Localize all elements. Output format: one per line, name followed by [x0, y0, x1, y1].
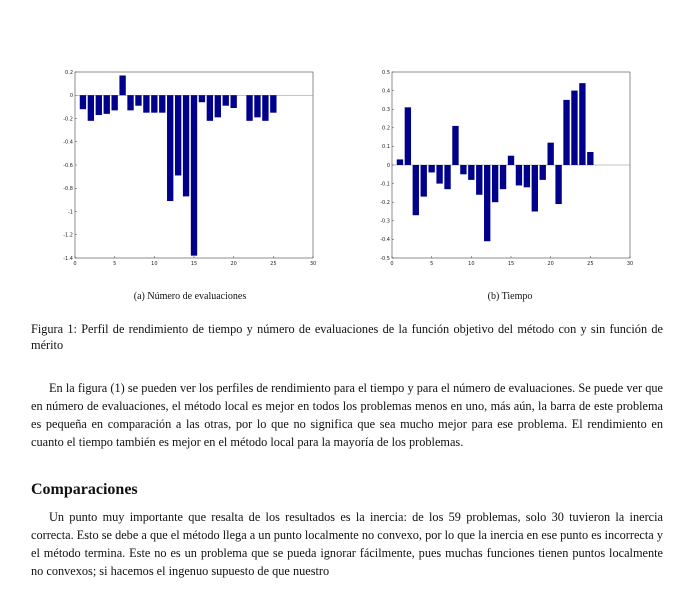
paragraph-2: Un punto muy importante que resalta de l…: [31, 510, 663, 578]
chart-a-bar-15: [190, 95, 198, 256]
chart-b-bar-13: [491, 165, 499, 203]
chart-a-bar-5: [111, 95, 118, 111]
chart-a-bar-8: [135, 95, 142, 106]
chart-b-bar-25: [587, 151, 594, 165]
chart-b-bar-20: [547, 142, 554, 165]
chart-a-ytick-label: -0.8: [63, 186, 73, 192]
chart-b-bar-11: [476, 165, 483, 195]
chart-b-bar-2: [404, 107, 412, 165]
chart-a-bar-22: [246, 95, 253, 121]
chart-a-xtick-label: 5: [113, 261, 116, 267]
chart-b-bar-8: [452, 125, 459, 165]
chart-b-ytick-label: -0.3: [380, 219, 390, 225]
chart-b-ytick-label: -0.1: [380, 181, 390, 187]
chart-b-xtick-label: 20: [547, 261, 553, 267]
chart-b-bar-19: [539, 165, 546, 180]
chart-b-ytick-label: -0.4: [380, 237, 390, 243]
chart-b-xtick-label: 10: [468, 261, 474, 267]
subcaption-a: (a) Número de evaluaciones: [133, 291, 247, 302]
chart-tiempo: 0 5 10 15 20 25 30 0.5 0.4 0.3 0.2 0.1 0 -0.1 -0.2 -0.3…: [380, 70, 633, 267]
chart-a-bar-4: [103, 95, 110, 114]
chart-b-bar-6: [436, 165, 443, 184]
chart-a-ytick-label: -0.2: [63, 116, 73, 122]
chart-a-bar-9: [143, 95, 150, 113]
chart-b-xtick-label: 5: [430, 261, 433, 267]
chart-b-bar-15: [507, 155, 515, 165]
chart-a-bar-7: [127, 95, 134, 111]
chart-b-bar-7: [444, 165, 451, 190]
chart-a-xtick-label: 20: [230, 261, 236, 267]
chart-b-bar-3: [412, 165, 419, 216]
chart-a-bar-12: [167, 95, 174, 202]
chart-b-bar-16: [515, 165, 523, 186]
chart-a-ytick-label: -0.6: [63, 163, 73, 169]
chart-b-ytick-label: -0.5: [380, 256, 390, 262]
chart-a-bar-14: [182, 95, 190, 197]
chart-a-bar-1: [79, 95, 87, 110]
chart-a-xtick-label: 10: [151, 261, 157, 267]
chart-b-xtick-label: 25: [587, 261, 593, 267]
chart-a-xtick-label: 25: [270, 261, 276, 267]
chart-b-bar-22: [563, 99, 570, 165]
chart-b-bar-9: [460, 165, 467, 175]
chart-a-ytick-label: -1: [68, 209, 73, 215]
chart-b-bar-5: [428, 165, 435, 173]
chart-b-bar-1: [396, 159, 404, 165]
chart-b-ytick-label: 0.4: [382, 88, 390, 94]
figure-b: 0 5 10 15 20 25 30 0.5 0.4 0.3 0.2 0.1 0 -0.1 -0.2 -0.3…: [375, 62, 637, 267]
chart-a-ytick-label: -1.2: [63, 233, 73, 239]
chart-a-xtick-label: 30: [310, 261, 316, 267]
subcaption-b: (b) Tiempo: [487, 291, 533, 302]
figure-caption: Figura 1: Perfil de rendimiento de tiemp…: [31, 322, 663, 352]
chart-a-bar-2: [87, 95, 95, 121]
chart-a-bar-23: [254, 95, 261, 118]
paragraph-1: En la figura (1) se pueden ver los perfi…: [31, 381, 663, 449]
chart-a-bar-25: [270, 95, 277, 113]
chart-b-bar-18: [531, 165, 538, 212]
chart-b-xtick-label: 15: [508, 261, 514, 267]
chart-b-bar-17: [523, 165, 531, 188]
chart-a-bar-13: [174, 95, 182, 176]
chart-a-bar-3: [95, 95, 102, 116]
chart-b-bar-21: [555, 165, 562, 205]
chart-a-ytick-label: 0: [70, 93, 73, 99]
chart-a-bar-11: [159, 95, 166, 113]
chart-b-ytick-label: -0.2: [380, 200, 390, 206]
chart-a-xtick-label: 15: [191, 261, 197, 267]
chart-b-bar-12: [484, 165, 491, 242]
chart-b-bar-10: [468, 165, 475, 180]
chart-b-bar-23: [571, 90, 578, 165]
chart-a-bar-24: [262, 95, 269, 121]
chart-a-xtick-label: 0: [73, 261, 76, 267]
chart-b-bar-4: [420, 165, 427, 197]
chart-a-bar-18: [214, 95, 221, 118]
figure-a: 0 5 10 15 20 25 30 0.2 0 -0.2 -0.4 -0.6 -0.8 -1 -1.2 -1…: [58, 62, 320, 267]
chart-b-ytick-label: 0: [387, 163, 390, 169]
chart-a-ytick-label: -0.4: [63, 140, 73, 146]
chart-b-bar-24: [579, 83, 586, 165]
chart-a-ytick-label: 0.2: [65, 70, 73, 76]
chart-evaluaciones: 0 5 10 15 20 25 30 0.2 0 -0.2 -0.4 -0.6 -0.8 -1 -1.2 -1…: [63, 70, 316, 267]
chart-a-bar-16: [198, 95, 206, 103]
chart-b-xtick-label: 0: [390, 261, 393, 267]
chart-a-bar-6: [119, 75, 126, 96]
section-heading: Comparaciones: [31, 481, 138, 498]
chart-b-ytick-label: 0.2: [382, 126, 390, 132]
chart-a-bar-20: [230, 95, 237, 109]
chart-a-bar-17: [206, 95, 214, 121]
chart-b-bar-14: [499, 165, 507, 190]
chart-a-ytick-label: -1.4: [63, 256, 73, 262]
chart-a-bar-19: [222, 95, 229, 106]
chart-a-bar-10: [151, 95, 158, 113]
chart-b-ytick-label: 0.1: [382, 144, 390, 150]
chart-b-xtick-label: 30: [627, 261, 633, 267]
chart-b-ytick-label: 0.3: [382, 107, 390, 113]
chart-b-ytick-label: 0.5: [382, 70, 390, 76]
